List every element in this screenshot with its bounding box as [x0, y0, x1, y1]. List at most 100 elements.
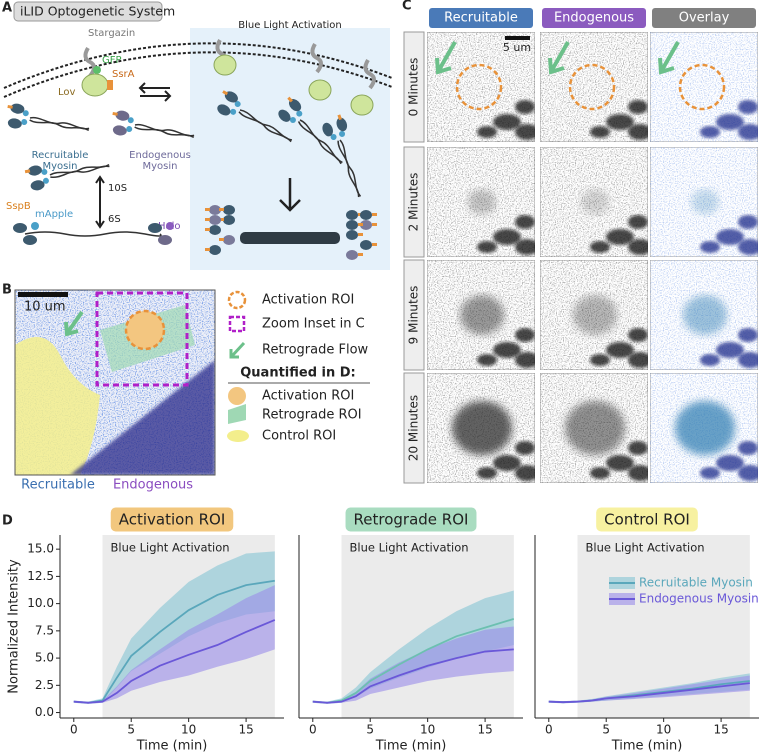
myosin-head: [278, 109, 291, 122]
light-chain: [22, 110, 29, 117]
blob: [515, 441, 535, 455]
myosin-tail: [29, 119, 90, 132]
tag: [337, 114, 342, 121]
blob: [628, 352, 648, 368]
label-tag: [166, 222, 174, 230]
x-tick-label: 5: [366, 723, 374, 737]
filament-core: [240, 232, 340, 244]
blob: [700, 126, 720, 138]
myosin-head: [217, 104, 231, 116]
series-line: [548, 682, 750, 704]
blob: [590, 467, 610, 479]
column-header-box: [542, 8, 646, 28]
series-line: [312, 648, 514, 704]
flow-arrow: [435, 41, 457, 75]
lov: [213, 54, 237, 76]
legend-label: Activation ROI: [262, 389, 354, 404]
chart-title: Control ROI: [604, 511, 690, 529]
blob: [493, 229, 521, 245]
scale-label: 10 um: [24, 300, 66, 315]
label-endogenous: Endogenous: [129, 150, 191, 161]
y-tick-label: 12.5: [27, 569, 54, 583]
light-chain: [41, 168, 48, 175]
panel-b: B 10 um Recruitable Endogenous Activatio…: [2, 283, 370, 493]
y-tick-label: 7.5: [35, 623, 54, 637]
cloud: [683, 295, 727, 335]
myosin-tail: [238, 111, 292, 143]
frame: [14, 289, 216, 476]
cloud: [452, 401, 512, 455]
membrane: [3, 42, 393, 89]
blob: [738, 441, 758, 455]
myosin-head: [209, 245, 221, 255]
blob: [700, 354, 720, 366]
tag: [205, 248, 210, 251]
y-tick-label: 0.0: [35, 705, 54, 719]
myosin-tail: [297, 121, 342, 165]
light-chain: [230, 108, 237, 115]
panel-label: C: [402, 0, 412, 14]
light-chain: [42, 177, 49, 184]
light-chain: [126, 126, 133, 133]
myosin-head: [223, 235, 235, 245]
series-line: [73, 619, 276, 704]
blob: [628, 239, 648, 255]
blob: [606, 455, 634, 471]
confidence-band: [312, 590, 514, 704]
flow-arrow: [658, 41, 680, 75]
row-header-box: [403, 146, 425, 258]
legend-label: Endogenous Myosin: [639, 592, 759, 606]
myosin-head: [288, 99, 302, 112]
micrograph: [540, 373, 648, 483]
cloud: [675, 401, 735, 455]
blob: [628, 215, 648, 229]
micrograph: [540, 32, 648, 142]
blob: [606, 114, 634, 130]
blob: [738, 328, 758, 342]
panel-a-title: iLID Optogenetic System: [20, 4, 175, 19]
light-chain: [296, 110, 303, 117]
myosin-head: [360, 220, 372, 230]
tag: [358, 253, 363, 256]
tag: [287, 96, 293, 103]
myosin-head: [209, 215, 221, 225]
y-tick-label: 10.0: [27, 596, 54, 610]
myosin-head: [7, 118, 22, 129]
blob: [477, 241, 497, 253]
label-mapple: mApple: [35, 209, 73, 220]
micrograph: [427, 147, 535, 257]
confidence-band: [73, 585, 275, 704]
blob: [628, 100, 648, 114]
row-header-box: [403, 259, 425, 371]
ssra: [107, 80, 113, 90]
stargazin: [363, 58, 376, 90]
myosin-head: [336, 117, 348, 132]
x-tick-label: 10: [656, 723, 671, 737]
annotation: Blue Light Activation: [586, 541, 705, 555]
legend-label: Retrograde ROI: [262, 408, 362, 423]
zoom-inset: [95, 291, 189, 387]
legend-icon: [227, 430, 249, 442]
tag: [219, 208, 224, 211]
blob: [493, 114, 521, 130]
label-lov: Lov: [58, 87, 76, 98]
tag: [112, 111, 118, 116]
control-roi: [15, 337, 100, 475]
micrograph: [650, 373, 758, 483]
tag: [7, 104, 13, 109]
blob: [738, 124, 758, 140]
micrograph: [540, 260, 648, 370]
myosin-head: [148, 223, 162, 233]
myosin: [322, 114, 362, 198]
panel-c: C Recruitable Endogenous Overlay 0 Minutes 2…: [402, 0, 758, 484]
x-axis-title: Time (min): [611, 739, 683, 753]
x-tick-label: 5: [127, 723, 135, 737]
blob: [515, 239, 535, 255]
x-tick-label: 15: [477, 723, 492, 737]
legend-icon: [228, 387, 246, 405]
myosin-head: [322, 122, 333, 137]
x-tick-label: 10: [420, 723, 435, 737]
chart-title-box: [110, 507, 234, 532]
channel-label: Recruitable: [21, 478, 95, 493]
gfp: [93, 66, 101, 74]
